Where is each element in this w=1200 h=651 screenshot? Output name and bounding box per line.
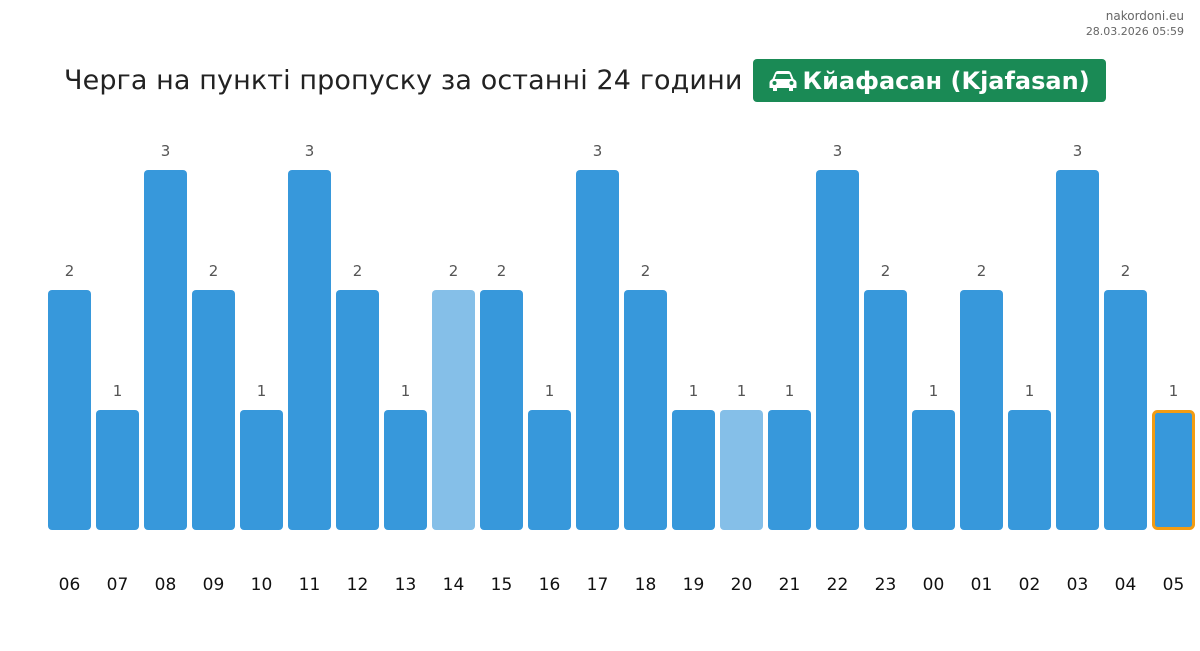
x-tick-label-16: 16 bbox=[539, 575, 561, 595]
x-tick-label-04: 04 bbox=[1115, 575, 1137, 595]
x-tick-label-13: 13 bbox=[395, 575, 417, 595]
x-tick-label-02: 02 bbox=[1019, 575, 1041, 595]
bar-08[interactable] bbox=[144, 170, 187, 530]
bar-value-label-09: 2 bbox=[209, 262, 219, 280]
bar-value-label-03: 3 bbox=[1073, 142, 1083, 160]
bar-value-label-22: 3 bbox=[833, 142, 843, 160]
bar-12[interactable] bbox=[336, 290, 379, 530]
x-tick-label-17: 17 bbox=[587, 575, 609, 595]
bar-value-label-02: 1 bbox=[1025, 382, 1035, 400]
x-tick-label-11: 11 bbox=[299, 575, 321, 595]
bar-value-label-01: 2 bbox=[977, 262, 987, 280]
bar-22[interactable] bbox=[816, 170, 859, 530]
x-tick-label-19: 19 bbox=[683, 575, 705, 595]
x-tick-label-12: 12 bbox=[347, 575, 369, 595]
bar-value-label-06: 2 bbox=[65, 262, 75, 280]
x-tick-label-00: 00 bbox=[923, 575, 945, 595]
bar-value-label-14: 2 bbox=[449, 262, 459, 280]
bar-10[interactable] bbox=[240, 410, 283, 530]
bar-value-label-17: 3 bbox=[593, 142, 603, 160]
bar-value-label-05: 1 bbox=[1169, 382, 1179, 400]
x-tick-label-05: 05 bbox=[1163, 575, 1185, 595]
x-tick-label-10: 10 bbox=[251, 575, 273, 595]
bar-value-label-07: 1 bbox=[113, 382, 123, 400]
x-tick-label-14: 14 bbox=[443, 575, 465, 595]
bar-15[interactable] bbox=[480, 290, 523, 530]
bar-value-label-04: 2 bbox=[1121, 262, 1131, 280]
bar-07[interactable] bbox=[96, 410, 139, 530]
bar-value-label-16: 1 bbox=[545, 382, 555, 400]
bar-value-label-21: 1 bbox=[785, 382, 795, 400]
bar-16[interactable] bbox=[528, 410, 571, 530]
bar-value-label-19: 1 bbox=[689, 382, 699, 400]
x-tick-label-07: 07 bbox=[107, 575, 129, 595]
bar-23[interactable] bbox=[864, 290, 907, 530]
x-tick-label-23: 23 bbox=[875, 575, 897, 595]
bar-11[interactable] bbox=[288, 170, 331, 530]
bar-17[interactable] bbox=[576, 170, 619, 530]
x-tick-label-06: 06 bbox=[59, 575, 81, 595]
x-tick-label-08: 08 bbox=[155, 575, 177, 595]
bar-00[interactable] bbox=[912, 410, 955, 530]
bar-20[interactable] bbox=[720, 410, 763, 530]
bar-value-label-00: 1 bbox=[929, 382, 939, 400]
bar-value-label-20: 1 bbox=[737, 382, 747, 400]
x-tick-label-03: 03 bbox=[1067, 575, 1089, 595]
bar-03[interactable] bbox=[1056, 170, 1099, 530]
bar-value-label-11: 3 bbox=[305, 142, 315, 160]
x-tick-label-20: 20 bbox=[731, 575, 753, 595]
bar-02[interactable] bbox=[1008, 410, 1051, 530]
bar-21[interactable] bbox=[768, 410, 811, 530]
x-tick-label-15: 15 bbox=[491, 575, 513, 595]
x-tick-label-09: 09 bbox=[203, 575, 225, 595]
bar-value-label-13: 1 bbox=[401, 382, 411, 400]
bar-01[interactable] bbox=[960, 290, 1003, 530]
bar-09[interactable] bbox=[192, 290, 235, 530]
bar-value-label-10: 1 bbox=[257, 382, 267, 400]
bar-05[interactable] bbox=[1154, 412, 1194, 529]
x-tick-label-18: 18 bbox=[635, 575, 657, 595]
bar-value-label-15: 2 bbox=[497, 262, 507, 280]
bar-value-label-12: 2 bbox=[353, 262, 363, 280]
bar-value-label-18: 2 bbox=[641, 262, 651, 280]
bar-18[interactable] bbox=[624, 290, 667, 530]
x-tick-label-21: 21 bbox=[779, 575, 801, 595]
bar-04[interactable] bbox=[1104, 290, 1147, 530]
bar-14[interactable] bbox=[432, 290, 475, 530]
x-tick-label-22: 22 bbox=[827, 575, 849, 595]
bar-06[interactable] bbox=[48, 290, 91, 530]
x-tick-label-01: 01 bbox=[971, 575, 993, 595]
bar-value-label-08: 3 bbox=[161, 142, 171, 160]
bar-13[interactable] bbox=[384, 410, 427, 530]
bar-value-label-23: 2 bbox=[881, 262, 891, 280]
bar-19[interactable] bbox=[672, 410, 715, 530]
